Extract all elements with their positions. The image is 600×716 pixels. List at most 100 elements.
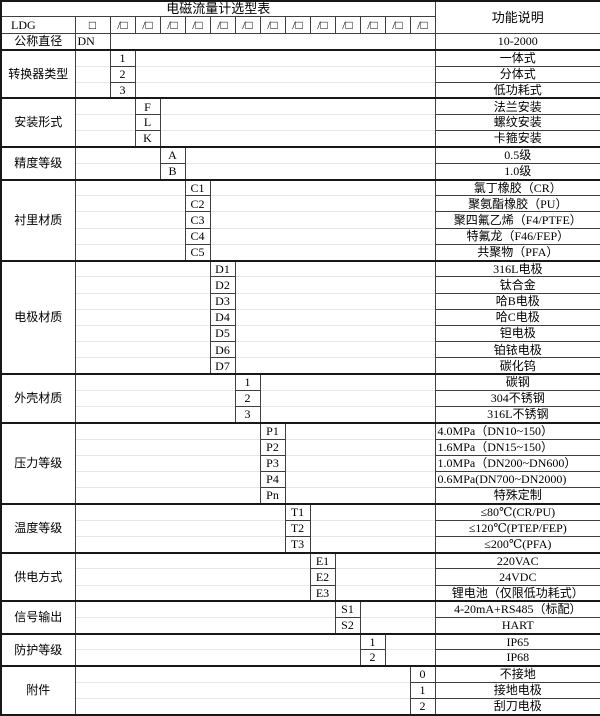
spacer-cell: [75, 502, 285, 521]
spacer-cell: [75, 130, 135, 148]
spacer-cell: [335, 568, 436, 586]
spacer-cell: [75, 616, 335, 634]
code-cell: T1: [284, 502, 311, 521]
code-cell: 2: [359, 649, 386, 667]
spacer-cell: [385, 632, 436, 650]
code-cell: K: [134, 130, 161, 148]
spacer-cell: [385, 649, 436, 667]
model-slot-cell: /□: [384, 15, 411, 35]
code-cell: 1: [359, 632, 386, 651]
spacer-cell: [235, 292, 436, 310]
spacer-cell: [75, 97, 135, 115]
code-cell: D4: [209, 308, 236, 327]
code-cell: D3: [209, 292, 236, 310]
spacer-cell: [160, 97, 436, 115]
code-cell: E1: [309, 551, 336, 570]
spacer-cell: [75, 178, 185, 196]
category-label: 衬里材质: [0, 178, 76, 262]
code-cell: 1: [409, 681, 436, 700]
spacer-cell: [75, 373, 235, 391]
desc-cell: 哈B电极: [434, 292, 600, 310]
spacer-cell: [235, 325, 436, 342]
code-cell: A: [159, 146, 186, 164]
spacer-cell: [75, 470, 260, 488]
spacer-cell: [75, 487, 260, 504]
spacer-cell: [210, 178, 436, 196]
spacer-cell: [75, 211, 185, 229]
desc-cell: 螺纹安装: [434, 114, 600, 132]
code-cell: 2: [234, 389, 261, 408]
desc-cell: HART: [434, 616, 600, 635]
spacer-cell: [75, 568, 310, 586]
desc-cell: 卡箍安装: [434, 130, 600, 148]
spacer-cell: [75, 48, 110, 67]
category-label: 外壳材质: [0, 373, 76, 424]
spacer-cell: [285, 454, 436, 472]
spacer-cell: [285, 470, 436, 488]
spacer-cell: [75, 65, 110, 83]
spacer-cell: [310, 519, 436, 537]
model-prefix-cell: LDG: [0, 15, 76, 35]
spacer-cell: [160, 114, 436, 131]
spacer-cell: [160, 130, 436, 148]
code-cell: C2: [184, 195, 211, 213]
spacer-cell: [75, 551, 310, 569]
dn-code-cell: DN: [74, 33, 111, 51]
code-cell: D5: [209, 325, 236, 343]
code-cell: C3: [184, 211, 211, 229]
model-slot-cell: /□: [159, 15, 186, 35]
desc-cell: 共聚物（PFA）: [434, 243, 600, 262]
spacer-cell: [285, 438, 436, 456]
code-cell: 2: [109, 65, 136, 83]
spacer-cell: [235, 276, 436, 294]
spacer-cell: [75, 292, 210, 310]
code-cell: 1: [234, 373, 261, 391]
code-cell: 0: [409, 665, 436, 683]
spacer-cell: [260, 373, 436, 391]
spacer-cell: [75, 195, 185, 212]
table-title: 电磁流量计选型表: [0, 0, 436, 17]
code-cell: 3: [109, 81, 136, 99]
code-cell: P1: [259, 421, 286, 440]
desc-cell: IP65: [434, 632, 600, 651]
spacer-cell: [75, 665, 410, 683]
desc-cell: ≤80℃(CR/PU): [434, 502, 600, 521]
spacer-cell: [235, 341, 436, 358]
model-slot-cell: /□: [184, 15, 211, 35]
category-label: 精度等级: [0, 146, 76, 181]
desc-cell: 4.0MPa（DN10~150）: [434, 421, 600, 440]
category-label: 温度等级: [0, 502, 76, 554]
desc-cell: IP68: [434, 649, 600, 667]
desc-cell: 铂铱电极: [434, 341, 600, 359]
desc-cell: 220VAC: [434, 551, 600, 570]
category-label: 安装形式: [0, 97, 76, 148]
spacer-cell: [75, 406, 235, 423]
spacer-cell: [75, 389, 235, 407]
model-slot-cell: /□: [334, 15, 361, 35]
desc-cell: 1.6MPa（DN15~150）: [434, 438, 600, 456]
spacer-cell: [75, 519, 285, 537]
desc-cell: 特氟龙（F46/FEP）: [434, 227, 600, 245]
spacer-cell: [75, 308, 210, 326]
desc-cell: 24VDC: [434, 568, 600, 586]
spacer-cell: [285, 421, 436, 440]
spacer-cell: [75, 162, 160, 180]
code-cell: E2: [309, 568, 336, 586]
desc-cell: 4-20mA+RS485（标配）: [434, 600, 600, 618]
spacer-cell: [75, 438, 260, 456]
code-cell: T3: [284, 535, 311, 554]
spacer-cell: [210, 227, 436, 245]
desc-cell: 一体式: [434, 48, 600, 67]
spacer-cell: [75, 698, 410, 715]
code-cell: 3: [234, 406, 261, 424]
spacer-cell: [335, 551, 436, 569]
spacer-cell: [75, 681, 410, 699]
spacer-cell: [310, 535, 436, 553]
spacer-cell: [75, 114, 135, 131]
category-label: 供电方式: [0, 551, 76, 602]
spacer-cell: [75, 584, 310, 602]
spacer-cell: [260, 389, 436, 407]
code-cell: C4: [184, 227, 211, 245]
model-slot-cell: /□: [359, 15, 386, 35]
code-cell: D2: [209, 276, 236, 294]
